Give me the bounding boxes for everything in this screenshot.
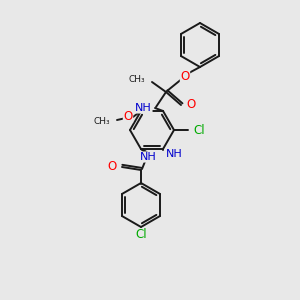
Text: O: O — [180, 70, 190, 83]
Text: O: O — [186, 98, 195, 112]
Text: NH: NH — [140, 152, 156, 162]
Text: CH₃: CH₃ — [128, 76, 145, 85]
Text: Cl: Cl — [193, 124, 205, 136]
Text: NH: NH — [166, 149, 183, 159]
Text: Cl: Cl — [135, 229, 147, 242]
Text: NH: NH — [135, 103, 152, 113]
Text: O: O — [108, 160, 117, 172]
Text: O: O — [123, 110, 133, 122]
Text: CH₃: CH₃ — [93, 116, 110, 125]
